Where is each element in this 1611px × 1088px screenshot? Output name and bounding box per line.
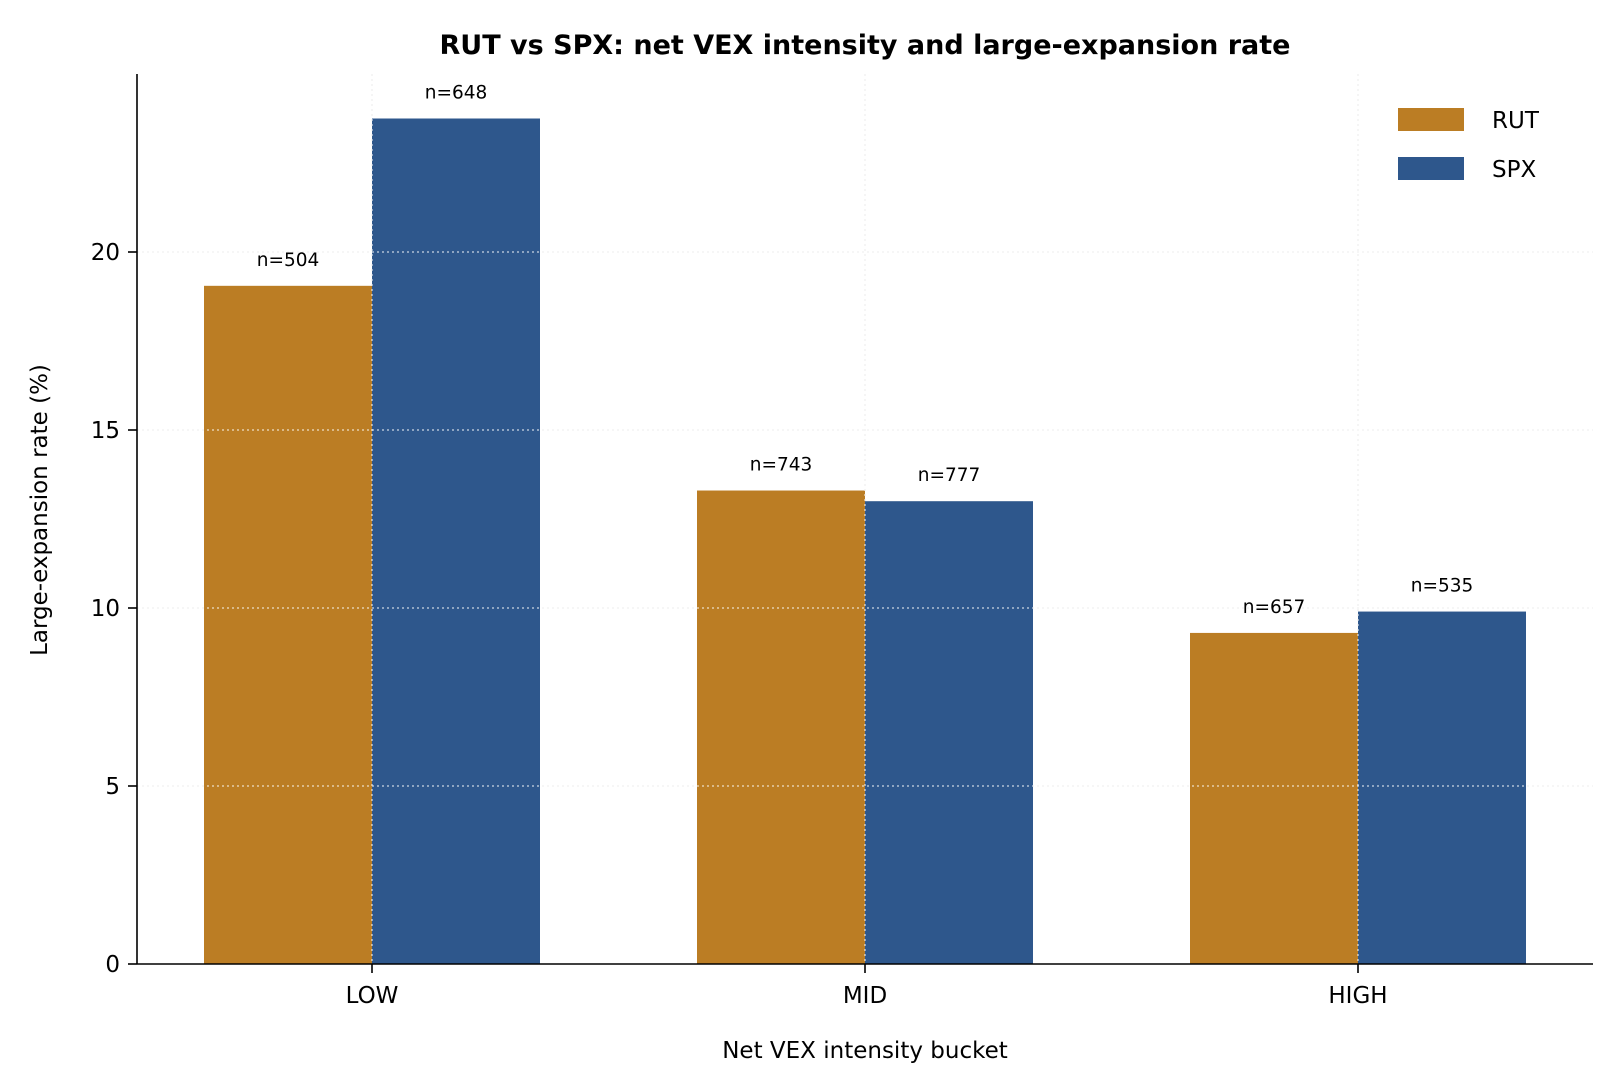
y-axis-label: Large-expansion rate (%) <box>27 364 53 656</box>
data-label: n=743 <box>750 455 813 476</box>
data-label: n=777 <box>918 465 981 486</box>
legend-swatch-spx <box>1398 157 1464 180</box>
x-tick-label: MID <box>843 983 887 1009</box>
x-axis-label: Net VEX intensity bucket <box>722 1038 1008 1064</box>
y-tick-label: 5 <box>105 774 120 800</box>
x-tick-label: LOW <box>346 983 399 1009</box>
labels-layer: n=504 n=743 n=657 n=648 n=777 n=535 <box>257 83 1474 618</box>
y-tick-label: 20 <box>91 240 120 266</box>
y-tick-label: 15 <box>91 418 120 444</box>
bar-rut-high <box>1190 632 1358 964</box>
legend-label-spx: SPX <box>1492 157 1536 183</box>
legend-swatch-rut <box>1398 108 1464 131</box>
data-label: n=504 <box>257 250 320 271</box>
y-tick-label: 0 <box>105 952 120 978</box>
x-tick-label: HIGH <box>1328 983 1387 1009</box>
bars-layer <box>204 118 1526 964</box>
bar-spx-mid <box>865 501 1033 964</box>
data-label: n=657 <box>1243 597 1306 618</box>
bar-spx-low <box>372 118 540 964</box>
legend-label-rut: RUT <box>1492 108 1540 134</box>
bar-spx-high <box>1358 611 1526 964</box>
legend: RUT SPX <box>1398 108 1540 183</box>
data-label: n=648 <box>425 83 488 104</box>
y-tick-label: 10 <box>91 596 120 622</box>
grid-over-layer <box>137 74 1593 964</box>
axes-layer: 0 5 10 15 20 LOW MID HIGH <box>91 74 1593 1009</box>
chart-title: RUT vs SPX: net VEX intensity and large-… <box>440 30 1291 61</box>
bar-rut-mid <box>697 490 865 964</box>
data-label: n=535 <box>1411 576 1474 597</box>
bar-rut-low <box>204 285 372 964</box>
